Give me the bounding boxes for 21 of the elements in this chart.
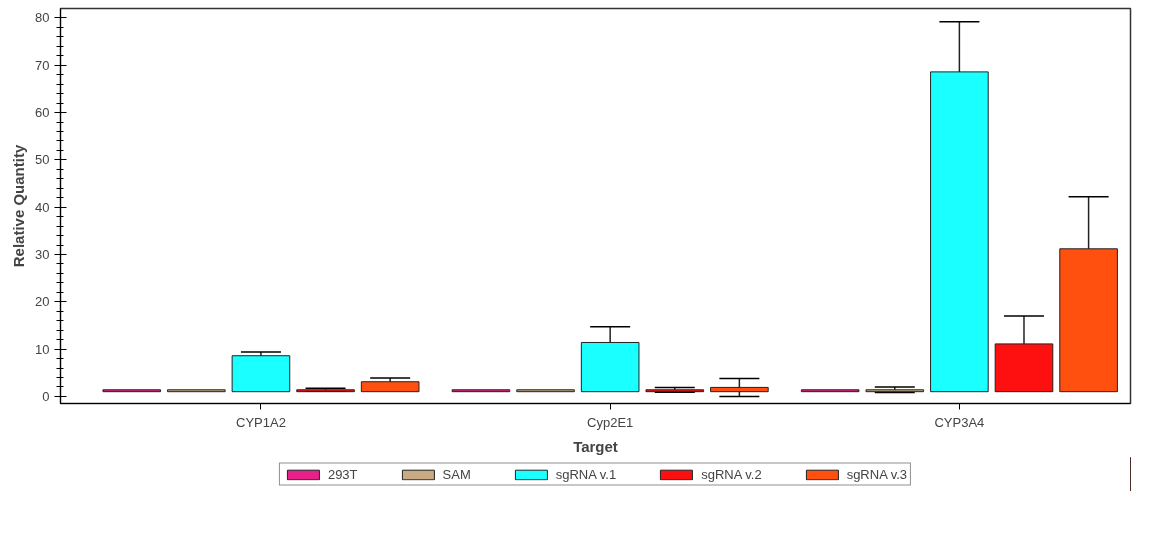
legend-label: sgRNA v.3 — [846, 466, 908, 482]
y-axis-title: Relative Quantity — [10, 144, 28, 268]
legend-label: SAM — [442, 466, 471, 482]
y-tick-label: 10 — [35, 341, 50, 357]
legend-label: sgRNA v.1 — [555, 466, 617, 482]
y-tick-label: 0 — [42, 388, 50, 404]
x-tick-label: Cyp2E1 — [587, 414, 634, 430]
y-tick-label: 30 — [35, 246, 50, 262]
legend-label: sgRNA v.2 — [701, 466, 762, 482]
y-tick-label: 80 — [35, 10, 50, 26]
legend-label: 293T — [327, 466, 358, 482]
x-tick-label: CYP1A2 — [236, 414, 286, 430]
y-tick-label: 20 — [35, 294, 50, 310]
y-tick-label: 40 — [35, 199, 50, 215]
x-tick-label: CYP3A4 — [934, 414, 985, 430]
y-tick-label: 60 — [35, 105, 50, 121]
bar — [360, 381, 420, 393]
y-tick-label: 50 — [35, 152, 50, 168]
x-axis-title: Target — [573, 437, 618, 455]
bar — [231, 355, 291, 393]
y-tick-label: 70 — [35, 57, 50, 73]
